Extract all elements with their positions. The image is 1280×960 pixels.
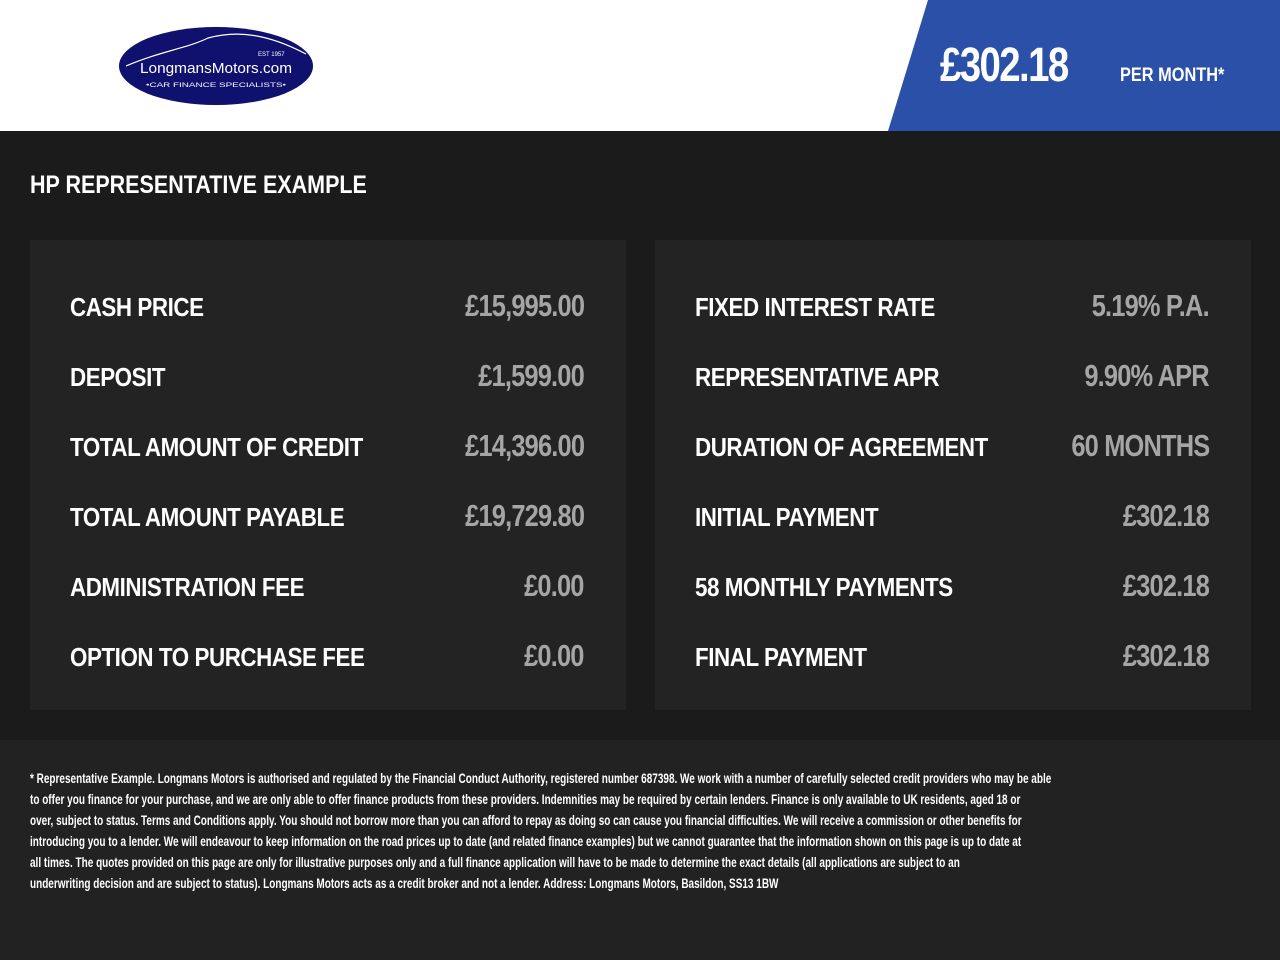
row-label: CASH PRICE	[70, 292, 204, 322]
finance-row: REPRESENTATIVE APR 9.90% APR	[695, 358, 1210, 398]
row-label: 58 MONTHLY PAYMENTS	[695, 572, 953, 602]
disclaimer-line: introducing you to a lender. We will end…	[30, 834, 1022, 849]
disclaimer-line: to offer you finance for your purchase, …	[30, 792, 1021, 807]
disclaimer-line: all times. The quotes provided on this p…	[30, 855, 960, 870]
row-label: INITIAL PAYMENT	[695, 502, 879, 532]
monthly-price-banner	[888, 0, 1280, 131]
row-label: FIXED INTEREST RATE	[695, 292, 935, 322]
row-value: £302.18	[1122, 568, 1210, 603]
row-label: ADMINISTRATION FEE	[70, 572, 305, 602]
finance-row: FIXED INTEREST RATE 5.19% P.A.	[695, 288, 1210, 328]
row-value: £0.00	[524, 568, 584, 603]
section-title: HP REPRESENTATIVE EXAMPLE	[30, 171, 367, 199]
row-label: TOTAL AMOUNT PAYABLE	[70, 502, 345, 532]
finance-row: TOTAL AMOUNT PAYABLE £19,729.80	[70, 498, 585, 538]
row-value: £14,396.00	[464, 428, 585, 463]
disclaimer-line: * Representative Example. Longmans Motor…	[30, 771, 1052, 786]
row-value: £19,729.80	[464, 498, 585, 533]
finance-row: INITIAL PAYMENT £302.18	[695, 498, 1210, 538]
row-value: 5.19% P.A.	[1091, 288, 1210, 323]
row-value: 9.90% APR	[1084, 358, 1210, 393]
disclaimer-line: underwriting decision and are subject to…	[30, 876, 779, 891]
row-value: £1,599.00	[478, 358, 585, 393]
finance-row: FINAL PAYMENT £302.18	[695, 638, 1210, 678]
finance-row: 58 MONTHLY PAYMENTS £302.18	[695, 568, 1210, 608]
row-label: TOTAL AMOUNT OF CREDIT	[70, 432, 363, 462]
finance-row: OPTION TO PURCHASE FEE £0.00	[70, 638, 585, 678]
row-label: OPTION TO PURCHASE FEE	[70, 642, 365, 672]
row-value: £15,995.00	[464, 288, 585, 323]
finance-row: CASH PRICE £15,995.00	[70, 288, 585, 328]
row-label: DURATION OF AGREEMENT	[695, 432, 988, 462]
right-finance-panel: FIXED INTEREST RATE 5.19% P.A. REPRESENTAT…	[655, 240, 1251, 710]
row-label: FINAL PAYMENT	[695, 642, 867, 672]
row-value: 60 MONTHS	[1070, 428, 1210, 463]
row-value: £302.18	[1122, 498, 1210, 533]
finance-row: DURATION OF AGREEMENT 60 MONTHS	[695, 428, 1210, 468]
disclaimer: * Representative Example. Longmans Motor…	[0, 740, 1280, 960]
per-month-label: PER MONTH*	[1120, 65, 1225, 86]
row-value: £302.18	[1122, 638, 1210, 673]
svg-text:•CAR FINANCE SPECIALISTS•: •CAR FINANCE SPECIALISTS•	[146, 83, 286, 89]
svg-text:EST 1957: EST 1957	[258, 52, 285, 58]
longmans-motors-logo: EST 1957 LongmansMotors.com •CAR FINANCE…	[119, 27, 313, 105]
disclaimer-line: over, subject to status. Terms and Condi…	[30, 813, 1022, 828]
row-value: £0.00	[524, 638, 584, 673]
monthly-price: £302.18	[940, 39, 1069, 92]
row-label: REPRESENTATIVE APR	[695, 362, 940, 392]
row-label: DEPOSIT	[70, 362, 166, 392]
finance-row: DEPOSIT £1,599.00	[70, 358, 585, 398]
finance-row: TOTAL AMOUNT OF CREDIT £14,396.00	[70, 428, 585, 468]
finance-row: ADMINISTRATION FEE £0.00	[70, 568, 585, 608]
left-finance-panel: CASH PRICE £15,995.00 DEPOSIT £1,599.00 TOTA…	[30, 240, 626, 710]
svg-text:LongmansMotors.com: LongmansMotors.com	[140, 60, 292, 77]
